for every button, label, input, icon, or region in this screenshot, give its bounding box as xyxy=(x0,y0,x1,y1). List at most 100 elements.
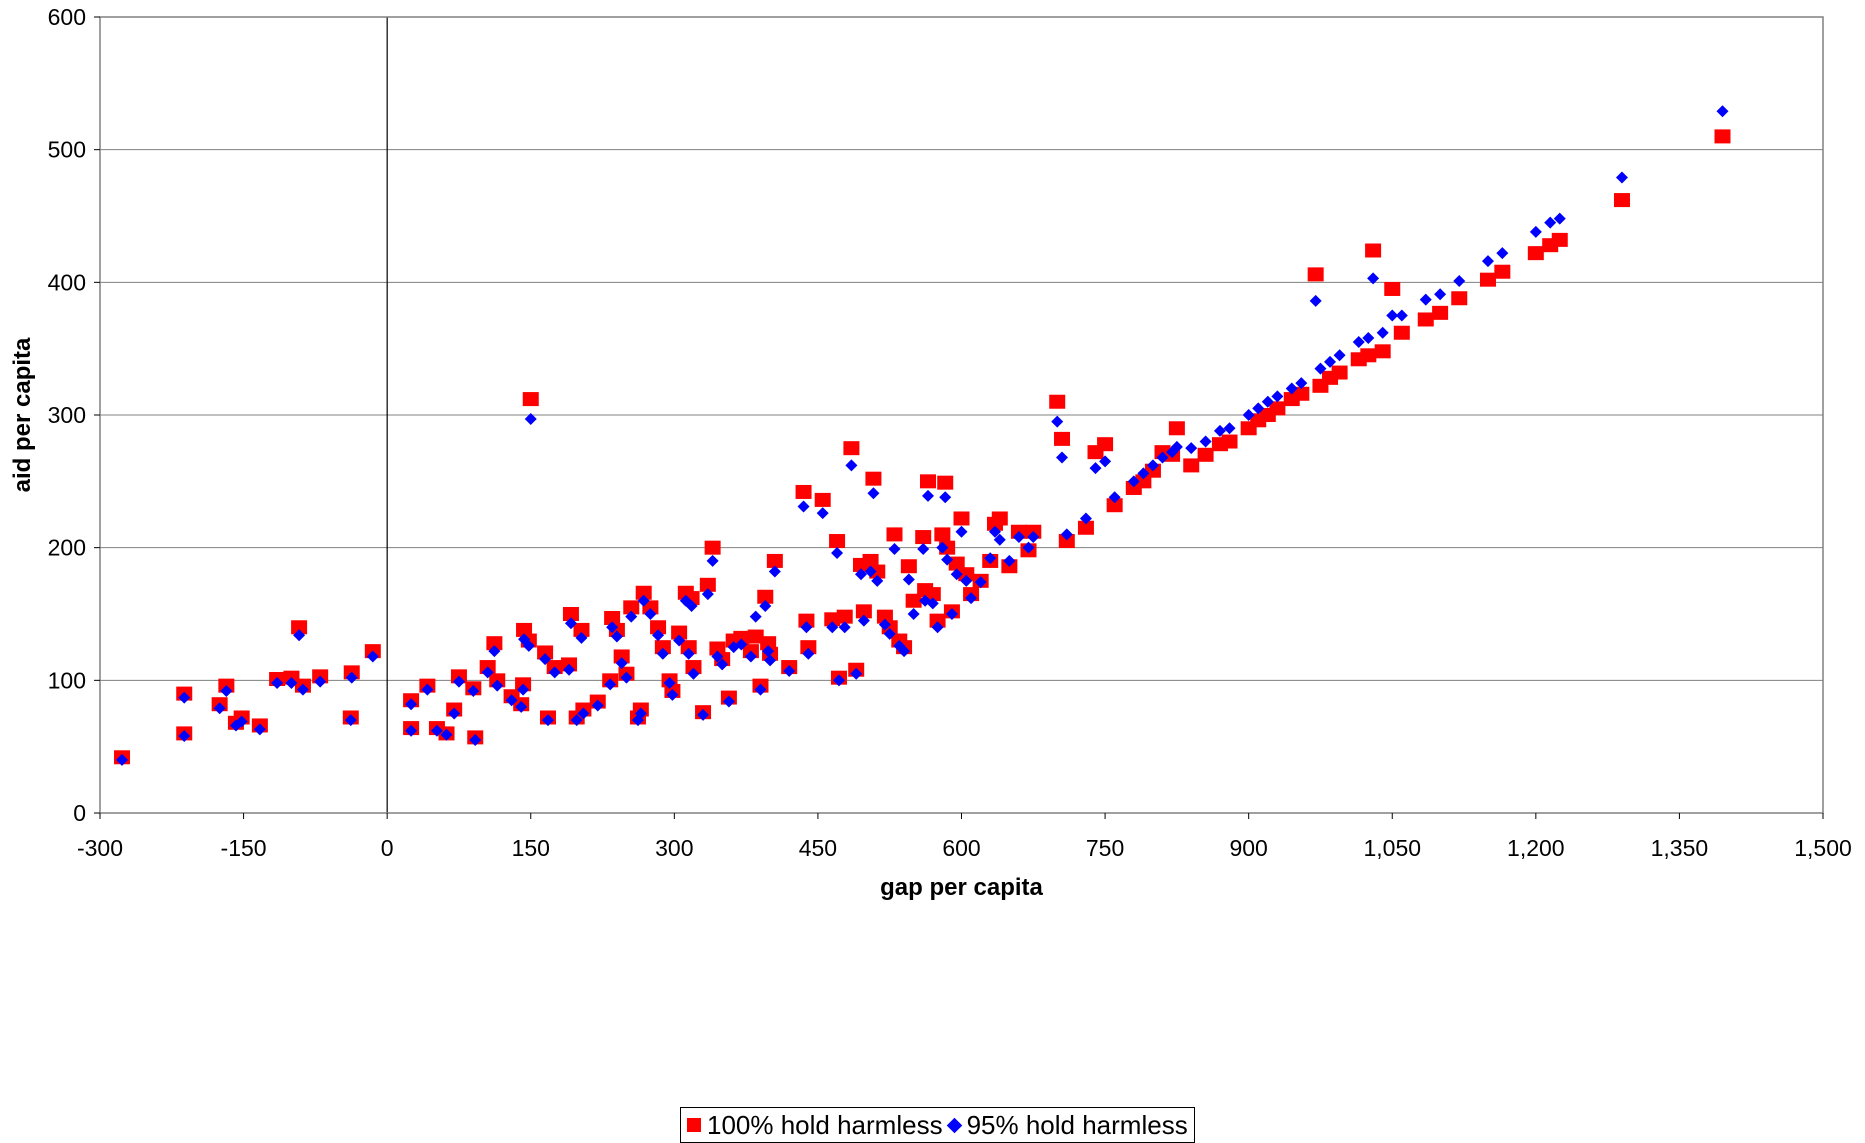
data-point-diamond xyxy=(539,653,552,666)
data-point-diamond xyxy=(749,610,762,623)
data-point-diamond xyxy=(685,600,698,613)
data-point-diamond xyxy=(634,707,647,720)
data-point-diamond xyxy=(1271,390,1284,403)
data-point-diamond xyxy=(974,576,987,589)
data-point-diamond xyxy=(271,676,284,689)
data-point-diamond xyxy=(1386,309,1399,322)
data-point-diamond xyxy=(1553,212,1566,225)
data-point-diamond xyxy=(1012,531,1025,544)
data-point-diamond xyxy=(931,621,944,634)
data-point-square xyxy=(795,484,812,499)
x-tick-label: 900 xyxy=(1229,835,1267,861)
gridlines xyxy=(100,149,1823,681)
data-point-diamond xyxy=(871,574,884,587)
data-point-diamond xyxy=(1496,247,1509,260)
data-point-square xyxy=(1479,272,1496,287)
data-point-square xyxy=(671,625,688,640)
data-point-diamond xyxy=(1376,326,1389,339)
data-point-diamond xyxy=(800,621,813,634)
data-point-diamond xyxy=(491,679,504,692)
data-point-diamond xyxy=(744,650,757,663)
data-point-diamond xyxy=(604,678,617,691)
y-axis-title: aid per capita xyxy=(9,337,36,492)
x-tick-label: 1,200 xyxy=(1507,835,1565,861)
data-point-diamond xyxy=(926,597,939,610)
data-point-diamond xyxy=(706,554,719,567)
data-point-diamond xyxy=(235,715,248,728)
legend-label-100-percent: 100% hold harmless xyxy=(707,1109,943,1140)
data-point-diamond xyxy=(941,553,954,566)
data-point-diamond xyxy=(1314,362,1327,375)
data-point-diamond xyxy=(832,674,845,687)
data-point-diamond xyxy=(883,627,896,640)
data-point-diamond xyxy=(1544,216,1557,229)
data-point-square xyxy=(680,640,697,655)
data-point-square xyxy=(1714,129,1731,144)
data-point-diamond xyxy=(296,683,309,696)
data-point-diamond xyxy=(430,724,443,737)
data-point-diamond xyxy=(467,684,480,697)
data-point-diamond xyxy=(697,708,710,721)
data-point-diamond xyxy=(797,500,810,513)
data-point-square xyxy=(1058,534,1075,549)
data-point-diamond xyxy=(517,683,530,696)
data-point-diamond xyxy=(960,574,973,587)
legend-label-95-percent: 95% hold harmless xyxy=(966,1109,1188,1140)
data-point-diamond xyxy=(1716,105,1729,118)
data-point-diamond xyxy=(405,724,418,737)
x-tick-label: 1,350 xyxy=(1651,835,1709,861)
data-point-diamond xyxy=(965,592,978,605)
data-point-square xyxy=(1331,365,1348,380)
data-point-diamond xyxy=(515,700,528,713)
data-point-diamond xyxy=(1051,415,1064,428)
data-point-square xyxy=(291,620,308,635)
data-point-diamond xyxy=(541,714,554,727)
legend-item-100-percent: 100% hold harmless xyxy=(687,1110,943,1141)
data-point-diamond xyxy=(816,507,829,520)
data-point-diamond xyxy=(1333,349,1346,362)
data-point-square xyxy=(934,527,951,542)
data-point-diamond xyxy=(1242,409,1255,421)
data-point-diamond xyxy=(950,568,963,581)
data-point-diamond xyxy=(606,621,619,634)
data-point-square xyxy=(635,585,652,600)
data-point-diamond xyxy=(452,675,465,688)
data-point-diamond xyxy=(663,676,676,689)
data-point-square xyxy=(824,612,841,627)
data-point-diamond xyxy=(610,630,623,643)
data-point-diamond xyxy=(888,542,901,555)
data-point-square xyxy=(1307,267,1324,282)
data-point-square xyxy=(1384,281,1401,296)
data-point-square xyxy=(1097,437,1114,452)
data-point-square xyxy=(1365,243,1382,258)
data-point-square xyxy=(948,556,965,571)
data-point-diamond xyxy=(591,699,604,712)
data-point-diamond xyxy=(1367,272,1380,285)
data-point-diamond xyxy=(1529,225,1542,238)
data-point-square xyxy=(747,629,764,644)
data-point-square xyxy=(814,492,831,507)
data-point-diamond xyxy=(701,588,714,601)
data-point-diamond xyxy=(857,614,870,627)
data-point-square xyxy=(699,577,716,592)
data-point-diamond xyxy=(762,645,775,658)
y-tick-label: 600 xyxy=(48,4,86,30)
data-point-square xyxy=(685,660,702,675)
data-point-diamond xyxy=(722,695,735,708)
data-point-diamond xyxy=(907,608,920,620)
data-point-diamond xyxy=(1027,531,1040,544)
data-point-square xyxy=(1494,264,1511,279)
data-point-square xyxy=(486,636,503,651)
data-point-diamond xyxy=(1434,288,1447,301)
legend-item-95-percent: 95% hold harmless xyxy=(945,1110,1188,1141)
data-point-diamond xyxy=(1146,459,1159,472)
data-point-diamond xyxy=(764,654,777,667)
data-point-diamond xyxy=(314,675,327,688)
data-point-diamond xyxy=(831,546,844,559)
data-point-diamond xyxy=(1060,528,1073,541)
data-point-diamond xyxy=(993,533,1006,546)
data-point-square xyxy=(937,475,954,490)
data-point-square xyxy=(709,641,726,656)
data-point-diamond xyxy=(1079,512,1092,525)
